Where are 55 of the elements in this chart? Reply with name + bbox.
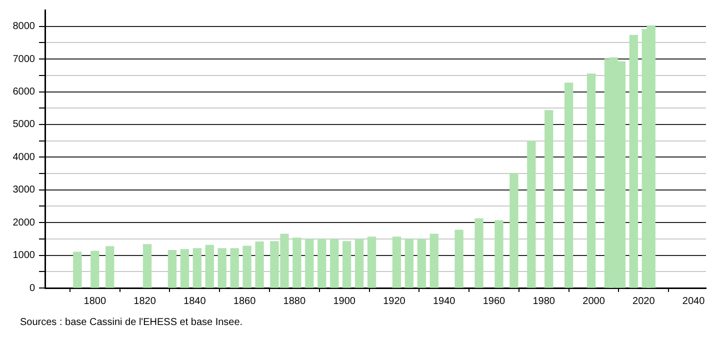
y-tick-label: 3000 — [12, 184, 36, 196]
bar — [417, 238, 426, 288]
bar — [305, 238, 314, 288]
y-tick-label: 8000 — [12, 21, 36, 32]
bar — [142, 244, 152, 288]
x-tick-label: 1820 — [134, 296, 156, 307]
bar — [527, 140, 536, 288]
bar — [367, 236, 376, 288]
x-tick-label: 1860 — [233, 296, 256, 307]
bar — [564, 82, 574, 288]
x-tick-label: 1840 — [184, 296, 206, 307]
source-note: Sources : base Cassini de l'EHESS et base Insee. — [20, 317, 243, 328]
bar — [106, 246, 114, 288]
bar — [330, 238, 339, 288]
bar — [242, 246, 252, 288]
bar — [454, 230, 464, 288]
bar — [292, 238, 302, 288]
bar — [392, 236, 402, 288]
x-tick-label: 1980 — [532, 296, 556, 307]
bar — [494, 220, 504, 288]
y-tick-label: 1000 — [12, 250, 36, 262]
x-tick-label: 1900 — [333, 296, 356, 307]
bar — [342, 241, 352, 288]
bar — [218, 248, 226, 288]
bar — [180, 249, 190, 288]
x-tick-label: 1920 — [383, 296, 406, 307]
bar — [230, 248, 239, 288]
x-tick-label: 2040 — [682, 296, 706, 307]
bar — [192, 248, 202, 288]
bar — [90, 250, 100, 288]
bar — [474, 218, 484, 288]
bar — [255, 242, 264, 288]
y-tick-label: 6000 — [12, 86, 36, 98]
bar — [354, 238, 364, 288]
y-tick-label: 5000 — [12, 119, 36, 130]
x-tick-label: 1880 — [283, 296, 306, 307]
bar — [318, 238, 326, 288]
x-tick-label: 1940 — [432, 296, 456, 307]
bar — [629, 34, 638, 288]
bar — [430, 234, 438, 288]
y-tick-label: 7000 — [12, 54, 36, 65]
bar — [73, 252, 82, 288]
bar — [404, 238, 414, 288]
x-tick-label: 2000 — [582, 296, 606, 307]
bar — [168, 250, 177, 288]
y-tick-label: 2000 — [12, 217, 36, 228]
bar — [205, 244, 214, 288]
y-tick-label: 4000 — [12, 152, 36, 163]
y-tick-label: 0 — [29, 282, 36, 294]
x-tick-label: 2020 — [632, 296, 656, 307]
bar — [544, 110, 554, 288]
x-tick-label: 1800 — [84, 296, 106, 307]
x-tick-label: 1960 — [482, 296, 506, 307]
bar — [586, 73, 596, 288]
bar — [510, 174, 518, 288]
